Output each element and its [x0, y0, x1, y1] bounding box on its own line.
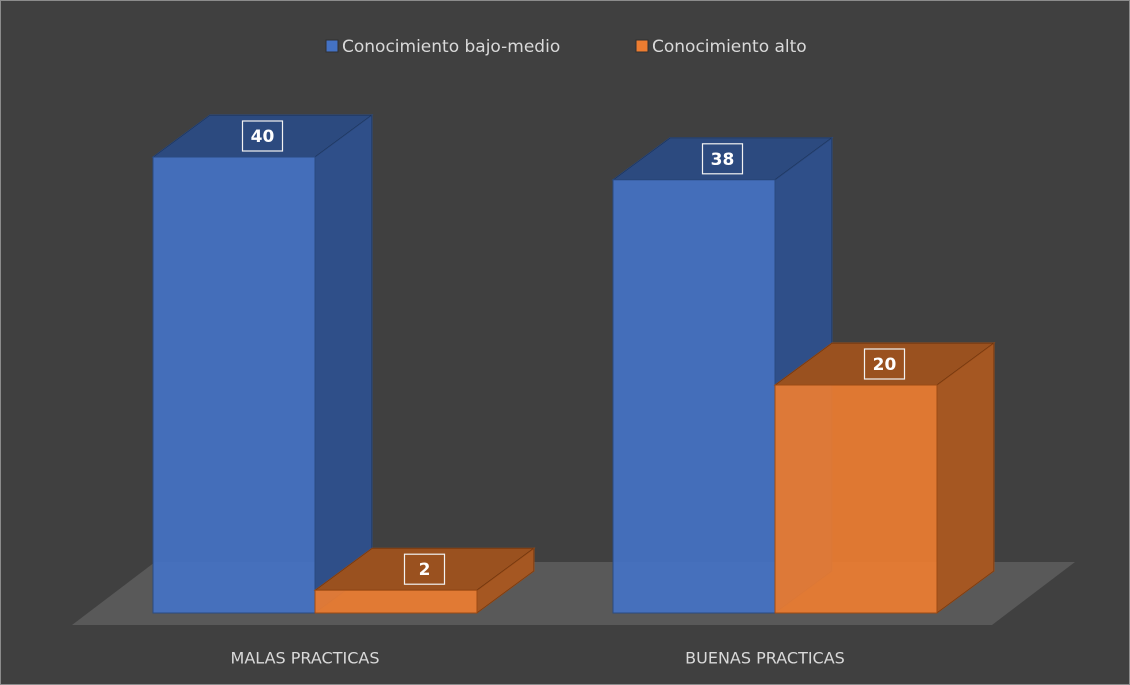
data-label-box	[241, 120, 284, 152]
data-label: 20	[873, 355, 897, 375]
data-label-box	[701, 143, 744, 175]
data-label: 2	[419, 560, 431, 580]
data-label-box	[403, 553, 446, 585]
bar-top-shade	[775, 343, 994, 385]
legend-swatch	[635, 39, 649, 53]
bar	[152, 156, 316, 614]
bar-side-shade	[315, 115, 372, 613]
x-tick-label: BUENAS PRACTICAS	[685, 649, 845, 668]
bar-top-shade	[315, 548, 534, 591]
bar-side-shade	[477, 548, 534, 613]
bar	[774, 384, 938, 614]
bar	[314, 589, 478, 614]
bar-top-shade	[153, 115, 372, 157]
legend-label: Conocimiento bajo-medio	[342, 37, 560, 57]
bar	[612, 179, 776, 614]
x-tick-label: MALAS PRACTICAS	[231, 649, 380, 668]
bar-top-shade	[613, 137, 832, 180]
data-label: 40	[251, 127, 275, 147]
data-label-box	[863, 348, 906, 380]
bar-side-shade	[937, 343, 994, 613]
data-label: 38	[711, 150, 735, 170]
legend-swatch	[325, 39, 339, 53]
legend-label: Conocimiento alto	[652, 37, 807, 57]
